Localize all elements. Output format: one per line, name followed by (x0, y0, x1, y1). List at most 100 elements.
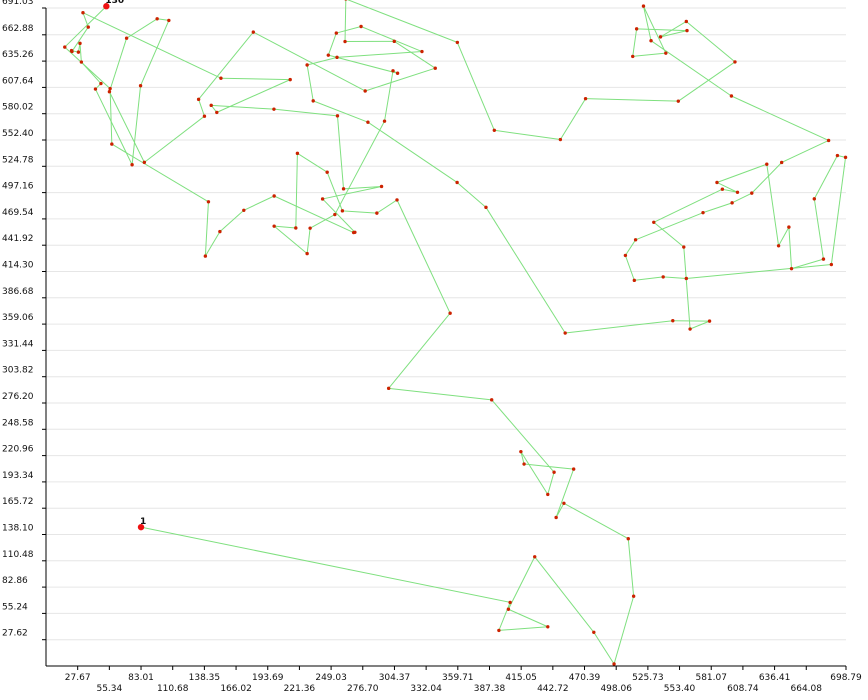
x-tick-label: 83.01 (128, 673, 154, 683)
route-segment (494, 129, 561, 141)
data-point (671, 319, 675, 323)
route-segment (456, 42, 495, 131)
y-tick-label: 55.24 (2, 602, 28, 612)
route-segment (731, 192, 753, 204)
x-tick-label: 27.67 (65, 673, 91, 683)
route-segment (157, 18, 169, 21)
route-segment (347, 0, 458, 43)
data-point (720, 187, 725, 191)
data-point (826, 138, 831, 143)
route-segment (306, 64, 314, 101)
y-tick-label: 691.03 (2, 0, 34, 7)
y-tick-label: 276.20 (2, 392, 34, 402)
data-point (676, 99, 680, 103)
route-segment (689, 320, 710, 330)
route-segment (360, 26, 423, 53)
data-point (206, 200, 211, 204)
route-segment (211, 104, 274, 110)
x-tick-label: 110.68 (157, 684, 189, 694)
route-segment (685, 21, 736, 63)
route-segment (830, 157, 847, 265)
data-point (484, 205, 488, 210)
data-point (634, 27, 639, 31)
data-point (79, 60, 84, 64)
data-point (81, 10, 85, 15)
data-point (626, 536, 630, 541)
data-point (835, 153, 840, 158)
y-tick-label: 386.68 (2, 287, 34, 297)
x-tick-label: 304.37 (379, 673, 411, 683)
route-segment (198, 99, 205, 117)
y-tick-label: 414.30 (2, 261, 34, 271)
route-segment (643, 6, 652, 41)
data-point (340, 209, 345, 213)
x-tick-label: 664.08 (791, 684, 823, 694)
x-tick-label: 249.03 (315, 673, 347, 683)
y-tick-label: 662.88 (2, 24, 34, 34)
data-point (209, 103, 213, 108)
route-segment (702, 202, 733, 214)
grid-lines (46, 7, 846, 641)
x-tick-label: 698.79 (830, 673, 862, 683)
route-segment (273, 225, 308, 254)
y-tick-label: 359.06 (2, 313, 34, 323)
data-point (203, 254, 208, 258)
route-segment (219, 209, 245, 232)
route-segment (313, 100, 369, 123)
route-segment (111, 143, 209, 203)
x-tick-label: 55.34 (96, 684, 122, 694)
data-point (701, 210, 705, 215)
route-segment (384, 70, 394, 122)
route-segment (79, 43, 82, 63)
route-segment (813, 155, 838, 200)
x-tick-label: 553.40 (664, 684, 696, 694)
y-tick-label: 165.72 (2, 497, 34, 507)
data-point (812, 197, 816, 201)
route-segment (508, 608, 548, 628)
data-point (202, 114, 207, 118)
route-segment (660, 30, 688, 38)
route-segment (565, 320, 673, 334)
data-point (391, 69, 395, 73)
data-point (623, 253, 628, 258)
data-point (776, 244, 781, 248)
data-point (130, 163, 134, 167)
data-point (99, 81, 103, 86)
data-point (843, 155, 848, 160)
data-point (554, 515, 558, 520)
route-segment (297, 152, 328, 173)
data-point (379, 184, 384, 189)
route-segment (751, 162, 783, 194)
data-point (335, 114, 340, 118)
route-segment (140, 20, 170, 86)
route-segment (243, 195, 275, 211)
data-point (107, 90, 112, 94)
route-segment (716, 182, 738, 193)
data-point (93, 87, 98, 91)
route-segment (71, 26, 89, 52)
y-tick-label: 303.82 (2, 366, 34, 376)
data-point (395, 198, 399, 202)
x-tick-label: 636.41 (759, 673, 791, 683)
route-segment (388, 312, 451, 389)
route-segment (485, 207, 566, 334)
data-point (707, 319, 712, 323)
point-label: 1 (140, 517, 146, 527)
data-point (552, 470, 556, 474)
data-point (392, 39, 396, 44)
data-point (652, 220, 656, 224)
route-segment (204, 231, 221, 257)
route-segment (365, 67, 436, 92)
data-point (715, 180, 719, 185)
data-point (729, 94, 734, 98)
x-tick-label: 221.36 (284, 684, 316, 694)
route-segment (520, 451, 525, 465)
route-segment (653, 221, 685, 248)
route-segment (585, 98, 679, 102)
data-point (305, 63, 309, 67)
data-point (344, 0, 348, 1)
route-segment (498, 602, 511, 631)
route-segment (108, 91, 145, 163)
route-segment (309, 214, 336, 229)
